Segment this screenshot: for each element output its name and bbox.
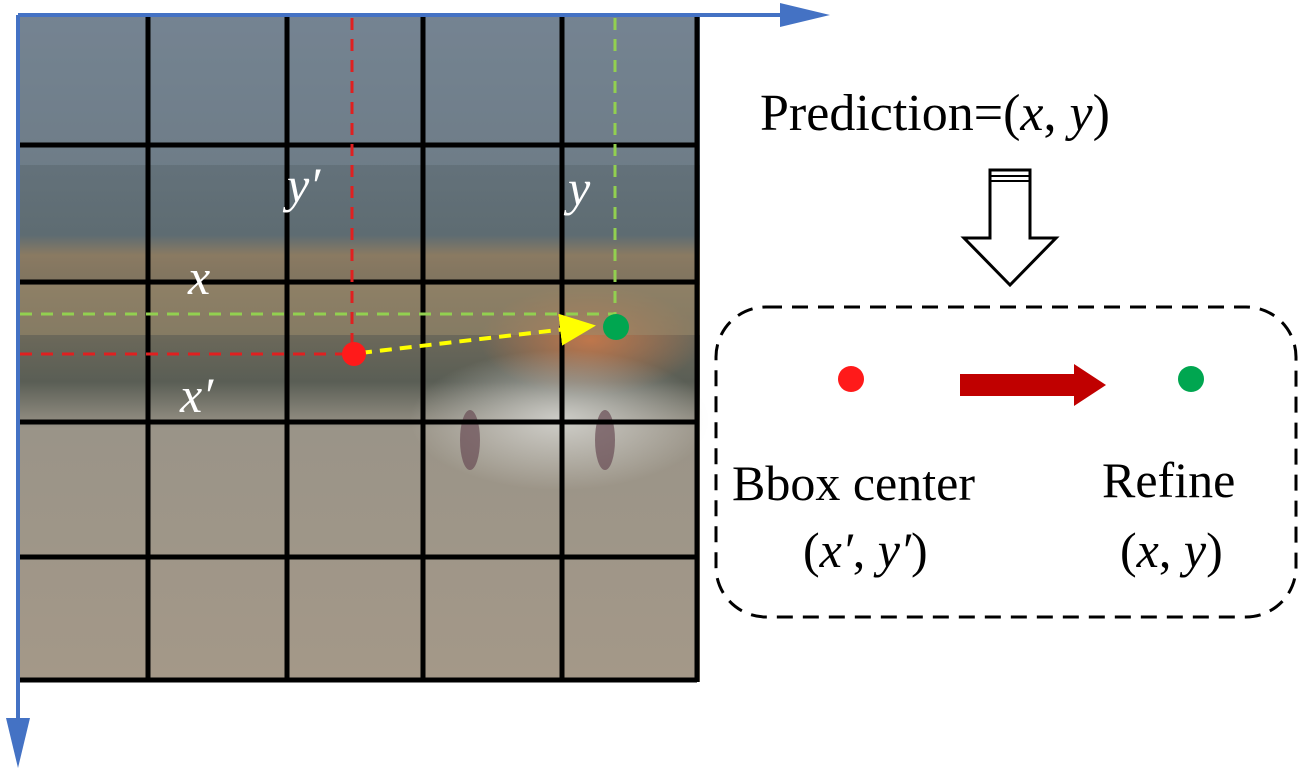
bbox-center-point <box>342 342 366 366</box>
prediction-x: x <box>1020 85 1044 142</box>
bbox-coords-close: ) <box>910 522 928 578</box>
refinement-box <box>714 305 1298 619</box>
refine-arrow-icon <box>960 364 1106 406</box>
bbox-center-coords: (x′, y′) <box>803 525 928 575</box>
bbox-coords-x: x′ <box>819 522 853 578</box>
prediction-suffix: ) <box>1092 85 1110 142</box>
bbox-center-title: Bbox center <box>732 455 975 511</box>
bbox-center-guides <box>20 18 354 356</box>
x-axis-arrowhead <box>780 3 830 27</box>
refine-coords-x: x <box>1136 522 1159 578</box>
refine-guides <box>20 18 617 325</box>
prediction-label: Prediction=(x, y) <box>760 88 1110 140</box>
refine-coords: (x, y) <box>1120 525 1223 575</box>
refine-coords-sep: , <box>1158 522 1184 578</box>
prediction-y: y <box>1069 85 1093 142</box>
grid-label-y-prime: y′ <box>287 157 321 213</box>
y-axis-arrowhead <box>6 718 30 768</box>
background-photo <box>20 15 710 682</box>
refined-point <box>603 314 629 340</box>
bbox-coords-open: ( <box>803 522 820 578</box>
refine-coords-open: ( <box>1120 522 1137 578</box>
grid-label-x-prime: x′ <box>180 367 214 423</box>
axes <box>6 3 830 768</box>
refine-coords-close: ) <box>1206 522 1223 578</box>
bbox-coords-y: y′ <box>877 522 911 578</box>
refine-coords-y: y <box>1183 522 1207 578</box>
down-arrow-icon <box>960 168 1060 288</box>
bbox-coords-sep: , <box>852 522 878 578</box>
grid-label-x: x <box>188 249 211 305</box>
legend-refined-point <box>1178 366 1204 392</box>
refine-title: Refine <box>1102 452 1236 508</box>
grid <box>20 15 700 683</box>
grid-label-y: y <box>568 160 591 216</box>
legend-bbox-center-point <box>838 366 864 392</box>
prediction-sep: , <box>1043 85 1070 142</box>
prediction-prefix: Prediction=( <box>760 85 1021 142</box>
